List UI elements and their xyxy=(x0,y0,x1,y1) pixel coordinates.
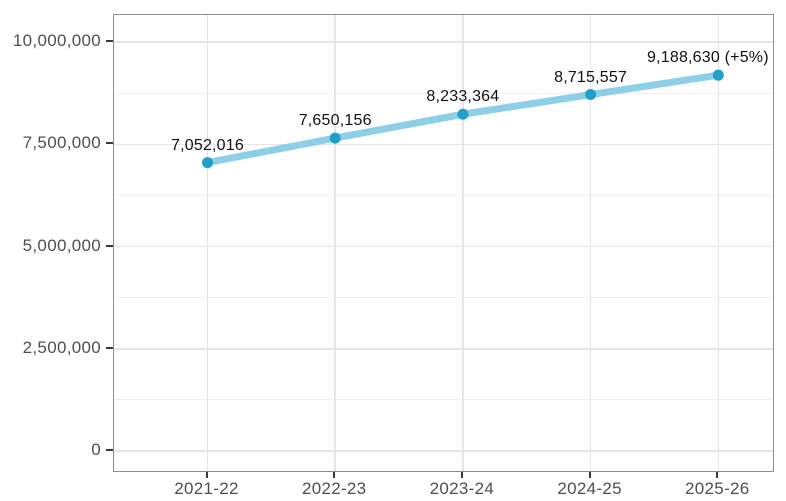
data-point-label: 8,233,364 xyxy=(426,88,500,106)
gridline-major-vertical xyxy=(589,15,592,471)
y-tick-label: 0 xyxy=(91,440,101,459)
gridline-major-vertical xyxy=(206,15,209,471)
data-point-label: 7,650,156 xyxy=(298,112,372,130)
y-tick-label: 5,000,000 xyxy=(22,235,101,255)
gridlines-layer xyxy=(114,15,773,471)
point-labels-layer: 7,052,016 7,650,156 8,233,364 8,715,557 9,18… xyxy=(114,15,773,471)
gridline-major-vertical xyxy=(717,15,720,471)
x-tick-label: 2021-22 xyxy=(174,479,239,498)
data-point xyxy=(712,69,724,81)
gridline-minor-horizontal xyxy=(114,92,773,94)
x-tick-label: 2023-24 xyxy=(429,479,495,498)
gridline-major-horizontal xyxy=(114,348,773,350)
data-point-label: 8,715,557 xyxy=(554,68,628,86)
y-tick-mark xyxy=(105,449,113,451)
gridline-major-horizontal xyxy=(114,245,773,248)
x-tick-label: 2022-23 xyxy=(301,479,367,498)
x-tick-mark xyxy=(333,472,336,478)
data-point xyxy=(457,108,469,120)
y-tick-label: 7,500,000 xyxy=(22,133,101,153)
gridline-major-horizontal xyxy=(114,143,773,145)
gridline-minor-horizontal xyxy=(114,399,773,401)
data-point xyxy=(202,157,213,169)
y-tick-label: 2,500,000 xyxy=(22,337,101,357)
gridline-major-horizontal xyxy=(114,41,773,43)
y-tick-mark xyxy=(105,244,113,247)
y-tick-mark xyxy=(105,142,113,145)
x-tick-label: 2024-25 xyxy=(557,479,622,498)
gridline-minor-horizontal xyxy=(114,297,773,299)
y-tick-mark xyxy=(105,346,113,349)
gridline-minor-horizontal xyxy=(114,194,773,196)
gridline-major-vertical xyxy=(462,15,464,471)
gridline-major-vertical xyxy=(334,15,336,471)
trend-line-svg xyxy=(202,69,724,169)
y-tick-mark xyxy=(105,40,113,42)
x-tick-mark xyxy=(460,472,463,478)
data-point-label: 7,052,016 xyxy=(171,136,244,154)
plot-panel: 7,052,016 7,650,156 8,233,364 8,715,557 9,18… xyxy=(113,14,774,472)
data-point-label: 9,188,630 (+5%) xyxy=(647,49,769,67)
gridline-major-horizontal xyxy=(114,450,773,452)
x-tick-mark xyxy=(205,472,208,478)
y-tick-label: 10,000,000 xyxy=(12,31,101,50)
x-tick-label: 2025-26 xyxy=(685,479,750,498)
x-tick-mark xyxy=(716,472,719,478)
data-point xyxy=(329,132,341,144)
x-tick-mark xyxy=(588,472,591,478)
data-point xyxy=(585,89,597,101)
